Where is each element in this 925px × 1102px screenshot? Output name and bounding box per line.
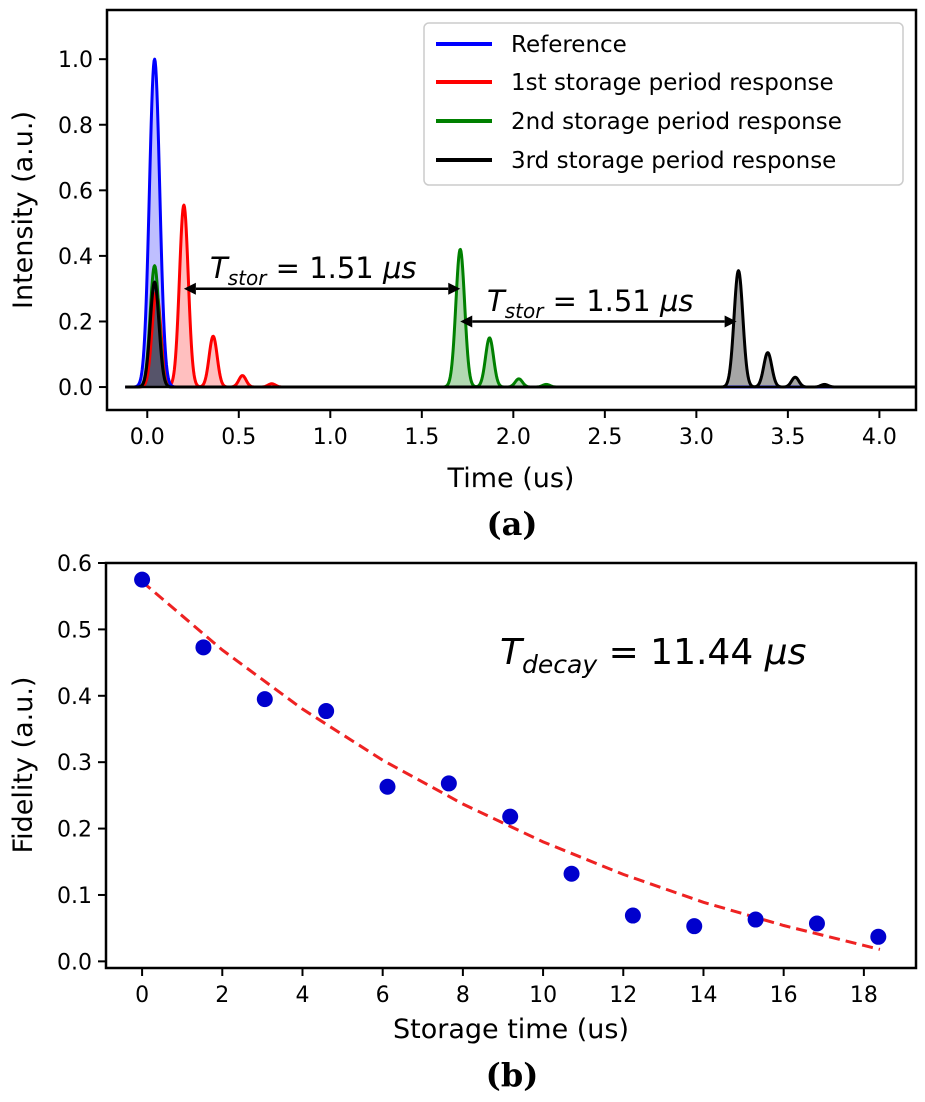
x-tick-label: 2 bbox=[215, 983, 229, 1008]
data-point bbox=[134, 571, 151, 588]
panel-a-annotations: Tstor = 1.51 μs Tstor = 1.51 μs bbox=[183, 251, 737, 328]
panel-b-y-ticks: 0.0 0.1 0.2 0.3 0.4 0.5 0.6 bbox=[57, 552, 106, 975]
data-point bbox=[747, 911, 764, 928]
data-point bbox=[440, 775, 457, 792]
panel-a-y-ticks: 0.0 0.2 0.4 0.6 0.8 1.0 bbox=[58, 48, 107, 401]
panel-b-fit-curve bbox=[141, 580, 881, 951]
y-tick-label: 0.8 bbox=[58, 114, 93, 139]
x-tick-label: 0.5 bbox=[221, 425, 256, 450]
t-stor-arrow-2-left-head bbox=[460, 315, 473, 328]
legend-frame bbox=[423, 22, 904, 186]
legend-label-1st-storage: 1st storage period response bbox=[511, 70, 834, 96]
y-tick-label: 0.4 bbox=[57, 685, 92, 710]
legend-label-3rd-storage: 3rd storage period response bbox=[511, 148, 836, 174]
y-tick-label: 0.4 bbox=[58, 245, 93, 270]
x-tick-label: 3.5 bbox=[770, 425, 805, 450]
data-point bbox=[195, 639, 212, 656]
data-point bbox=[502, 808, 519, 825]
x-tick-label: 18 bbox=[850, 983, 878, 1008]
x-tick-label: 3.0 bbox=[679, 425, 714, 450]
data-point bbox=[379, 778, 396, 795]
panel-b-x-ticks: 0 2 4 6 8 10 12 14 16 18 bbox=[135, 968, 878, 1008]
data-point bbox=[563, 865, 580, 882]
x-tick-label: 6 bbox=[376, 983, 390, 1008]
x-tick-label: 4 bbox=[295, 983, 309, 1008]
y-tick-label: 0.1 bbox=[57, 884, 92, 909]
data-point bbox=[256, 691, 273, 708]
t-stor-arrow-2-right-head bbox=[724, 315, 737, 328]
x-tick-label: 1.5 bbox=[404, 425, 439, 450]
data-point bbox=[870, 928, 887, 945]
panel-b-x-axis-label: Storage time (us) bbox=[393, 1014, 629, 1045]
t-decay-label: Tdecay = 11.44 μs bbox=[500, 632, 806, 679]
y-tick-label: 0.6 bbox=[57, 552, 92, 577]
x-tick-label: 4.0 bbox=[862, 425, 897, 450]
y-tick-label: 0.6 bbox=[58, 179, 93, 204]
panel-b-label: (b) bbox=[486, 1056, 539, 1094]
x-tick-label: 16 bbox=[770, 983, 798, 1008]
legend-label-2nd-storage: 2nd storage period response bbox=[511, 109, 842, 135]
panel-a-x-ticks: 0.0 0.5 1.0 1.5 2.0 2.5 3.0 3.5 4.0 bbox=[130, 410, 897, 450]
y-tick-label: 0.2 bbox=[58, 310, 93, 335]
legend-label-reference: Reference bbox=[511, 32, 627, 58]
x-tick-label: 12 bbox=[609, 983, 637, 1008]
panel-a-x-axis-label: Time (us) bbox=[447, 463, 575, 494]
x-tick-label: 14 bbox=[689, 983, 717, 1008]
panel-b-data-points bbox=[134, 571, 887, 945]
x-tick-label: 1.0 bbox=[313, 425, 348, 450]
panel-a-y-axis-label: Intensity (a.u.) bbox=[8, 111, 39, 309]
x-tick-label: 2.0 bbox=[496, 425, 531, 450]
data-point bbox=[318, 703, 335, 720]
y-tick-label: 1.0 bbox=[58, 48, 93, 73]
data-point bbox=[686, 918, 703, 935]
x-tick-label: 10 bbox=[529, 983, 557, 1008]
series-line-1st-storage-period-response bbox=[124, 203, 917, 389]
panel-b-plot-frame bbox=[104, 561, 918, 970]
y-tick-label: 0.0 bbox=[58, 376, 93, 401]
panel-b-chart: 0 2 4 6 8 10 12 14 16 18 0.0 0.1 0.2 0.3 0.4 0.5 0.6 Td… bbox=[8, 552, 918, 1094]
panel-a-chart: 0.0 0.5 1.0 1.5 2.0 2.5 3.0 3.5 4.0 0.0 0.2 0.4 0.6… bbox=[8, 8, 918, 543]
t-stor-label-1: Tstor = 1.51 μs bbox=[210, 251, 417, 290]
y-tick-label: 0.0 bbox=[57, 950, 92, 975]
x-tick-label: 8 bbox=[456, 983, 470, 1008]
y-tick-label: 0.5 bbox=[57, 618, 92, 643]
x-tick-label: 2.5 bbox=[587, 425, 622, 450]
y-tick-label: 0.3 bbox=[57, 751, 92, 776]
x-tick-label: 0.0 bbox=[130, 425, 165, 450]
panel-a-legend: Reference 1st storage period response 2n… bbox=[423, 22, 904, 186]
y-tick-label: 0.2 bbox=[57, 818, 92, 843]
panel-a-label: (a) bbox=[486, 505, 537, 543]
t-stor-arrow-1-left-head bbox=[183, 282, 196, 295]
x-tick-label: 0 bbox=[135, 983, 149, 1008]
data-point bbox=[808, 915, 825, 932]
data-point bbox=[624, 907, 641, 924]
panel-a-plot-frame bbox=[105, 8, 918, 412]
t-stor-label-2: Tstor = 1.51 μs bbox=[487, 284, 694, 323]
t-stor-arrow-1-right-head bbox=[448, 282, 461, 295]
panel-b-y-axis-label: Fidelity (a.u.) bbox=[8, 677, 39, 854]
